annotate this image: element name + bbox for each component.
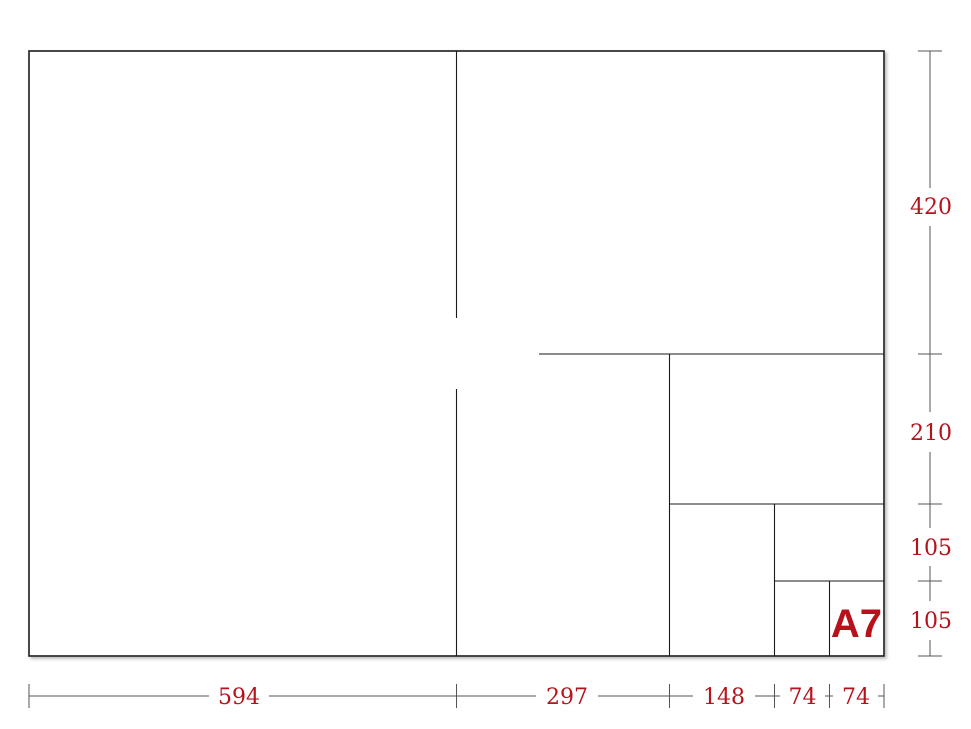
dim-label-210: 210 xyxy=(910,421,952,446)
dim-label-105-second: 105 xyxy=(910,609,952,634)
division-lines xyxy=(455,51,884,656)
dim-label-74-second: 74 xyxy=(842,685,870,710)
dim-label-420: 420 xyxy=(910,195,952,220)
vertical-dimension-labels: 420 210 105 105 xyxy=(910,195,952,634)
horizontal-dimension-line xyxy=(28,684,885,708)
dim-label-297: 297 xyxy=(546,685,588,710)
dim-label-74-first: 74 xyxy=(789,685,817,710)
horizontal-dimension-labels: 594 297 148 74 74 xyxy=(218,685,870,710)
vertical-dimension-line xyxy=(918,50,942,657)
dim-label-148: 148 xyxy=(703,685,745,710)
dim-label-594: 594 xyxy=(218,685,260,710)
sheet-label-a7: A7 xyxy=(831,602,882,646)
dim-label-105-first: 105 xyxy=(910,536,952,561)
